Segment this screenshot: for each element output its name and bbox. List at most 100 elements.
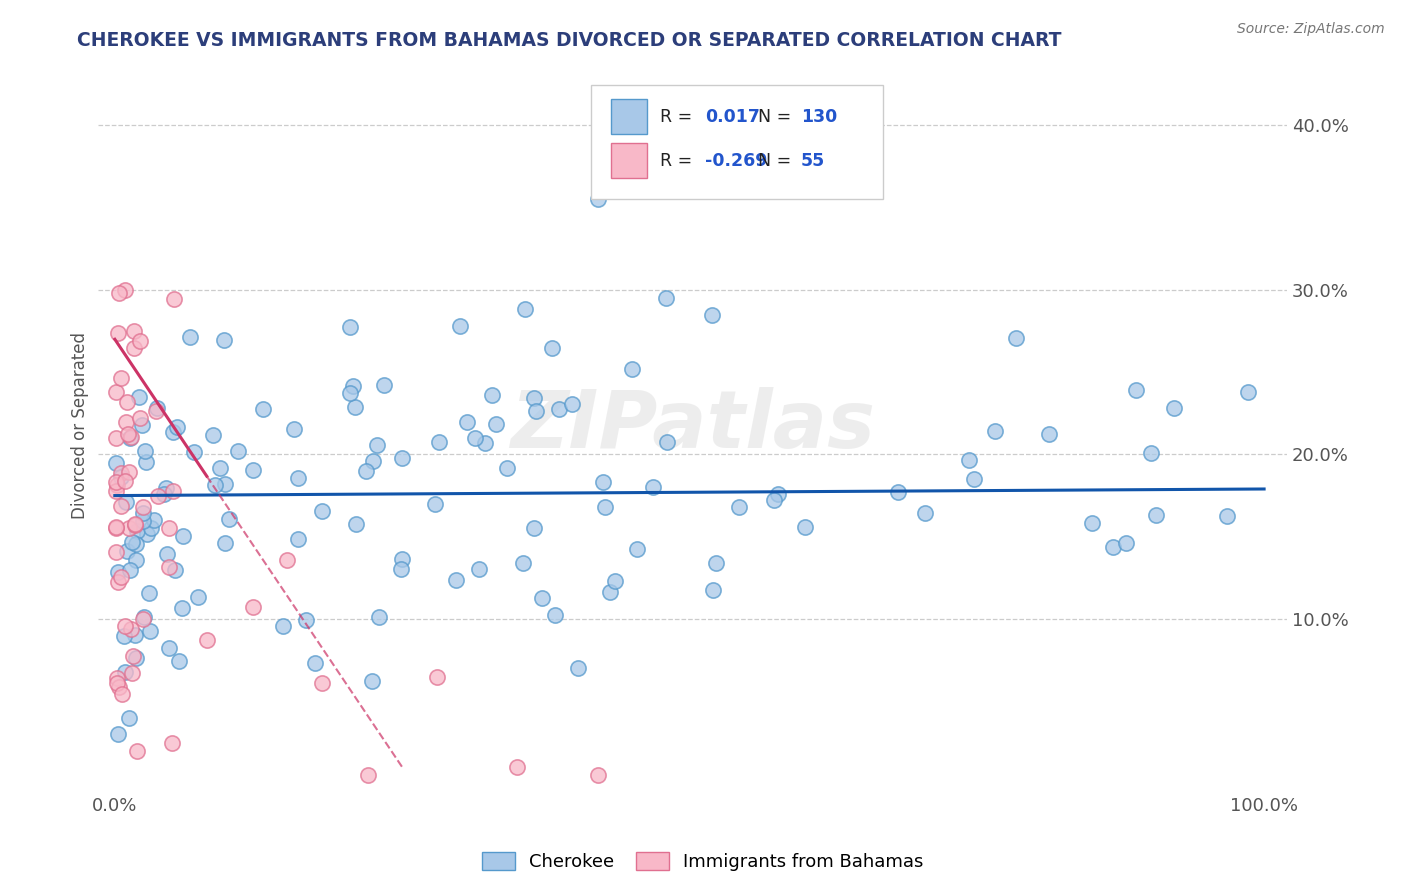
Point: [523, 521, 546, 535]
Point: [728, 500, 751, 514]
Point: [368, 610, 391, 624]
Point: [104, 456, 127, 470]
Point: [104, 431, 127, 445]
Point: [160, 736, 183, 750]
Point: [163, 562, 186, 576]
Point: [141, 521, 163, 535]
Point: [426, 669, 449, 683]
Point: [135, 455, 157, 469]
Point: [1163, 401, 1185, 415]
Point: [155, 481, 177, 495]
Point: [252, 402, 274, 417]
Point: [484, 417, 506, 432]
Point: [287, 532, 309, 546]
Point: [547, 401, 569, 416]
Point: [287, 471, 309, 485]
Point: [1005, 331, 1028, 345]
Point: [118, 563, 141, 577]
Point: [1216, 509, 1239, 524]
Point: [132, 609, 155, 624]
Point: [425, 497, 447, 511]
Point: [145, 404, 167, 418]
Point: [214, 476, 236, 491]
Point: [344, 517, 367, 532]
Point: [108, 680, 131, 694]
Point: [914, 506, 936, 520]
Point: [125, 553, 148, 567]
Point: [129, 410, 152, 425]
Point: [156, 547, 179, 561]
Text: 130: 130: [800, 108, 837, 126]
Point: [134, 443, 156, 458]
Point: [157, 521, 180, 535]
Point: [153, 487, 176, 501]
Text: 0.017: 0.017: [706, 108, 761, 126]
Bar: [612, 143, 647, 178]
Point: [481, 388, 503, 402]
Point: [120, 622, 142, 636]
Point: [1081, 516, 1104, 530]
Point: [704, 556, 727, 570]
Point: [110, 500, 132, 514]
Point: [115, 495, 138, 509]
Point: [339, 320, 361, 334]
Point: [132, 612, 155, 626]
Point: [121, 648, 143, 663]
Point: [107, 575, 129, 590]
Point: [172, 601, 194, 615]
Point: [118, 465, 141, 479]
Text: N =: N =: [758, 152, 792, 169]
Point: [496, 461, 519, 475]
Point: [586, 768, 609, 782]
Point: [110, 469, 132, 483]
Point: [124, 518, 146, 533]
Point: [276, 553, 298, 567]
Point: [444, 573, 467, 587]
Point: [131, 417, 153, 432]
Point: [311, 504, 333, 518]
Point: [586, 193, 609, 207]
Point: [120, 431, 142, 445]
Point: [114, 474, 136, 488]
Point: [115, 415, 138, 429]
Point: [105, 671, 128, 685]
Point: [104, 520, 127, 534]
Point: [1115, 535, 1137, 549]
Point: [474, 435, 496, 450]
Point: [172, 529, 194, 543]
Point: [599, 585, 621, 599]
Point: [311, 675, 333, 690]
Point: [167, 654, 190, 668]
FancyBboxPatch shape: [591, 86, 883, 199]
Point: [360, 674, 382, 689]
Text: ZIPatlas: ZIPatlas: [510, 386, 875, 465]
Point: [127, 744, 149, 758]
Point: [544, 608, 567, 623]
Point: [204, 478, 226, 492]
Text: 55: 55: [800, 152, 825, 169]
Point: [166, 420, 188, 434]
Point: [1140, 445, 1163, 459]
Point: [118, 711, 141, 725]
Point: [592, 475, 614, 490]
Point: [391, 551, 413, 566]
Point: [131, 500, 153, 515]
Point: [643, 480, 665, 494]
Point: [179, 330, 201, 344]
Point: [163, 292, 186, 306]
Point: [107, 565, 129, 579]
Point: [104, 384, 127, 399]
Text: R =: R =: [661, 108, 693, 126]
Point: [464, 431, 486, 445]
Point: [162, 483, 184, 498]
Point: [391, 561, 413, 575]
Point: [523, 391, 546, 405]
Point: [242, 463, 264, 477]
Point: [132, 506, 155, 520]
Point: [271, 619, 294, 633]
Point: [794, 520, 817, 534]
Point: [226, 444, 249, 458]
Point: [1144, 508, 1167, 523]
Point: [361, 453, 384, 467]
Point: [963, 472, 986, 486]
